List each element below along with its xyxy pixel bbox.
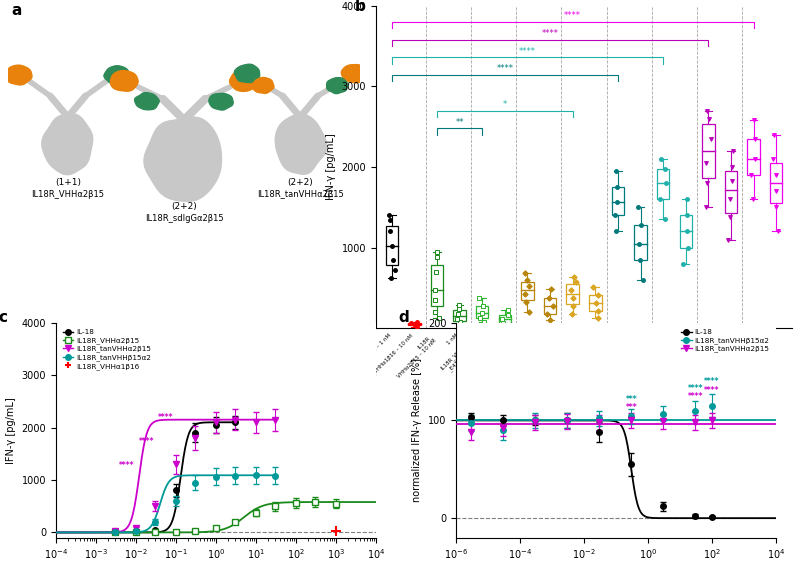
Bar xyxy=(454,310,466,321)
Y-axis label: IFN-γ [pg/mL]: IFN-γ [pg/mL] xyxy=(326,134,336,200)
Bar xyxy=(679,216,692,248)
Text: ****: **** xyxy=(496,65,514,74)
Polygon shape xyxy=(110,71,138,91)
Bar xyxy=(725,170,737,213)
Text: ****: **** xyxy=(687,392,703,401)
Text: ****: **** xyxy=(158,413,174,422)
Bar xyxy=(747,139,760,175)
Text: ***: *** xyxy=(626,402,637,411)
Text: (2+2): (2+2) xyxy=(287,178,313,187)
Text: d: d xyxy=(398,310,409,325)
Y-axis label: normalized IFN-γ Release [%]: normalized IFN-γ Release [%] xyxy=(412,358,422,502)
Legend: IL-18, IL18R_VHHα2β15, IL18R_tanVHHα2β15, IL18R_tanVHHβ15α2, IL18R_VHHα1β16: IL-18, IL18R_VHHα2β15, IL18R_tanVHHα2β15… xyxy=(60,326,154,372)
Bar xyxy=(702,123,714,178)
Bar xyxy=(589,295,602,311)
Legend: IL-18, IL18R_tanVHHβ15α2, IL18R_tanVHHα2β15: IL-18, IL18R_tanVHHβ15α2, IL18R_tanVHHα2… xyxy=(678,326,772,355)
Bar xyxy=(431,264,443,306)
Bar xyxy=(612,187,624,216)
Bar xyxy=(566,284,579,304)
Text: b: b xyxy=(355,0,366,14)
Polygon shape xyxy=(275,114,326,174)
Text: **: ** xyxy=(455,118,464,127)
Y-axis label: IFN-γ [pg/mL]: IFN-γ [pg/mL] xyxy=(6,397,16,464)
Text: (2+2): (2+2) xyxy=(171,203,197,212)
Polygon shape xyxy=(326,78,347,93)
Text: ***: *** xyxy=(626,395,637,404)
Bar xyxy=(770,163,782,203)
Polygon shape xyxy=(342,65,369,83)
Polygon shape xyxy=(42,114,93,175)
Bar xyxy=(657,169,670,199)
Text: ****: **** xyxy=(704,386,720,395)
Text: a: a xyxy=(11,3,22,18)
Text: *: * xyxy=(502,100,507,109)
Bar xyxy=(544,298,556,314)
Polygon shape xyxy=(230,71,258,91)
Text: ****: **** xyxy=(564,11,581,20)
Text: ****: **** xyxy=(687,384,703,393)
Polygon shape xyxy=(144,117,222,201)
Text: IL18R_sdIgGα2β15: IL18R_sdIgGα2β15 xyxy=(145,215,223,224)
Polygon shape xyxy=(134,93,159,110)
Bar xyxy=(634,225,646,260)
Polygon shape xyxy=(253,78,274,93)
Text: ****: **** xyxy=(519,46,536,55)
Text: IL18R_tanVHHα2β15: IL18R_tanVHHα2β15 xyxy=(257,191,343,199)
Text: (1+1): (1+1) xyxy=(55,178,81,187)
Bar xyxy=(498,315,511,323)
Bar xyxy=(476,306,489,318)
Text: ****: **** xyxy=(119,461,135,470)
Bar xyxy=(522,281,534,301)
Text: ****: **** xyxy=(542,29,558,38)
Text: c: c xyxy=(0,310,7,325)
Polygon shape xyxy=(234,64,260,83)
Polygon shape xyxy=(104,66,130,84)
Text: ****: **** xyxy=(704,377,720,386)
Bar xyxy=(386,226,398,265)
Text: ****: **** xyxy=(138,437,154,446)
Text: IL18R_VHHα2β15: IL18R_VHHα2β15 xyxy=(31,191,104,199)
Polygon shape xyxy=(6,65,32,85)
Polygon shape xyxy=(209,93,233,110)
Bar xyxy=(408,323,421,325)
